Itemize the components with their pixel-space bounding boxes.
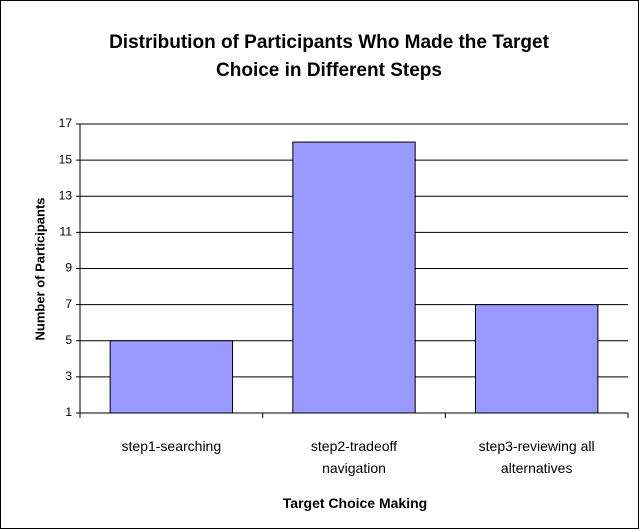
bar	[292, 141, 416, 414]
y-tick-label: 11	[60, 225, 73, 239]
x-tick-label: step1-searching	[121, 438, 222, 454]
x-tick-label: step2-tradeoff navigation	[310, 438, 398, 476]
y-tick-label: 3	[65, 369, 72, 383]
y-axis-title: Number of Participants	[32, 197, 47, 340]
y-tick-label: 17	[59, 116, 73, 130]
x-axis-title: Target Choice Making	[282, 495, 428, 511]
y-tick-label: 9	[65, 261, 72, 275]
y-tick-label: 15	[59, 152, 73, 166]
y-tick-label: 7	[65, 297, 72, 311]
x-tick-label: step3-reviewing all alternatives	[478, 438, 595, 476]
y-tick-label: 5	[65, 333, 72, 347]
bar	[109, 340, 234, 414]
bar	[474, 304, 599, 414]
y-tick-label: 1	[65, 405, 72, 419]
chart-title: Distribution of Participants Who Made th…	[109, 32, 549, 81]
y-tick-label: 13	[59, 188, 73, 202]
